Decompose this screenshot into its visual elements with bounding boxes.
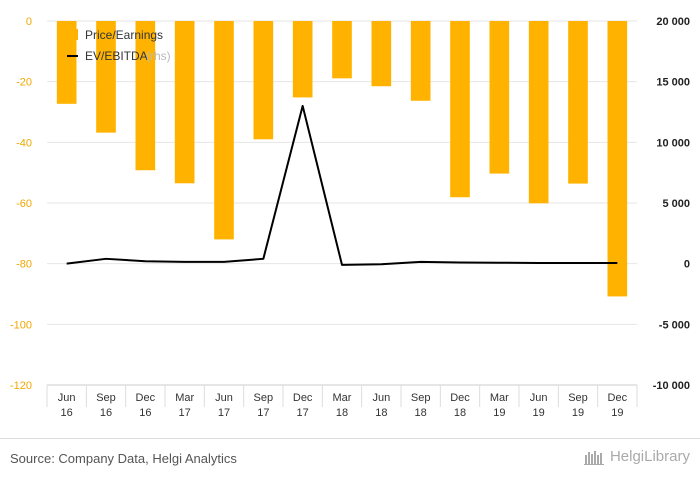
bar [292,21,313,98]
legend: Price/Earnings EV/EBITDA (rhs) [67,28,171,63]
x-tick-label: Dec [608,392,628,404]
x-tick-label: 19 [611,407,623,419]
x-tick-label: Jun [530,392,548,404]
x-tick-label: 19 [533,407,545,419]
bar [568,21,588,184]
x-tick-label: Dec [136,392,156,404]
right-tick-label: 15 000 [656,77,690,89]
bar [332,21,352,79]
legend-swatch-price-earnings [67,29,78,40]
left-axis-ticks: 0 -20 -40 -60 -80 -100 -120 [10,16,32,392]
x-tick-label: 18 [375,407,387,419]
right-tick-label: -10 000 [653,380,690,392]
bar [371,21,392,87]
left-tick-label: -120 [10,380,32,392]
bar [253,21,274,140]
x-tick-label: 17 [297,407,309,419]
chart: 0 -20 -40 -60 -80 -100 -120 20 000 15 000 10 000… [10,16,690,419]
x-tick-label: 16 [100,407,112,419]
legend-label-price-earnings: Price/Earnings [85,28,163,42]
legend-label-ev-ebitda: EV/EBITDA [85,49,148,63]
left-tick-label: -20 [16,77,32,89]
left-tick-label: -40 [16,137,32,149]
bar [214,21,234,240]
x-tick-label: 18 [415,407,427,419]
x-tick-label: 17 [179,407,191,419]
brand-logo[interactable]: HelgiLibrary [583,448,690,465]
x-tick-label: Dec [450,392,470,404]
right-tick-label: 5 000 [662,198,690,210]
right-tick-label: -5 000 [659,319,690,331]
source-note: Source: Company Data, Helgi Analytics [10,451,237,466]
right-tick-label: 20 000 [656,16,690,28]
library-icon [583,450,604,465]
x-tick-label: Mar [333,392,352,404]
x-tick-label: Sep [96,392,116,404]
x-tick-label: 19 [572,407,584,419]
ev-ebitda-line [66,104,618,266]
x-tick-label: 16 [61,407,73,419]
x-tick-label: 17 [218,407,230,419]
right-axis-ticks: 20 000 15 000 10 000 5 000 0 -5 000 -10 000 [653,16,690,392]
x-tick-label: 18 [454,407,466,419]
x-tick-label: Jun [215,392,233,404]
bar [56,21,77,104]
price-earnings-bars [56,21,628,297]
bar [607,21,628,297]
x-tick-label: Sep [254,392,274,404]
left-tick-label: -100 [10,319,32,331]
bar [174,21,195,184]
x-tick-label: 18 [336,407,348,419]
left-tick-label: -80 [16,259,32,271]
left-tick-label: 0 [26,16,32,28]
x-tick-label: 17 [257,407,269,419]
x-tick-label: Jun [58,392,76,404]
x-tick-label: Sep [411,392,431,404]
bar [135,21,156,171]
right-tick-label: 10 000 [656,137,690,149]
x-axis: Jun 16 Sep 16 Dec 16 Mar 17 Jun 17 Sep 17 Dec 17 Mar 18… [46,384,638,419]
footer-divider [0,438,700,439]
x-tick-label: Mar [175,392,194,404]
x-tick-label: 19 [493,407,505,419]
bar [450,21,470,198]
right-tick-label: 0 [684,259,690,271]
left-tick-label: -60 [16,198,32,210]
bar [96,21,116,133]
x-tick-label: 16 [139,407,151,419]
x-tick-label: Mar [490,392,509,404]
x-tick-label: Jun [372,392,390,404]
x-tick-label: Dec [293,392,313,404]
x-tick-label: Sep [568,392,588,404]
bar [528,21,549,204]
legend-label-ev-ebitda-suffix: (rhs) [146,49,171,63]
bar [410,21,431,101]
brand-name: HelgiLibrary [609,448,690,465]
bar [489,21,510,174]
